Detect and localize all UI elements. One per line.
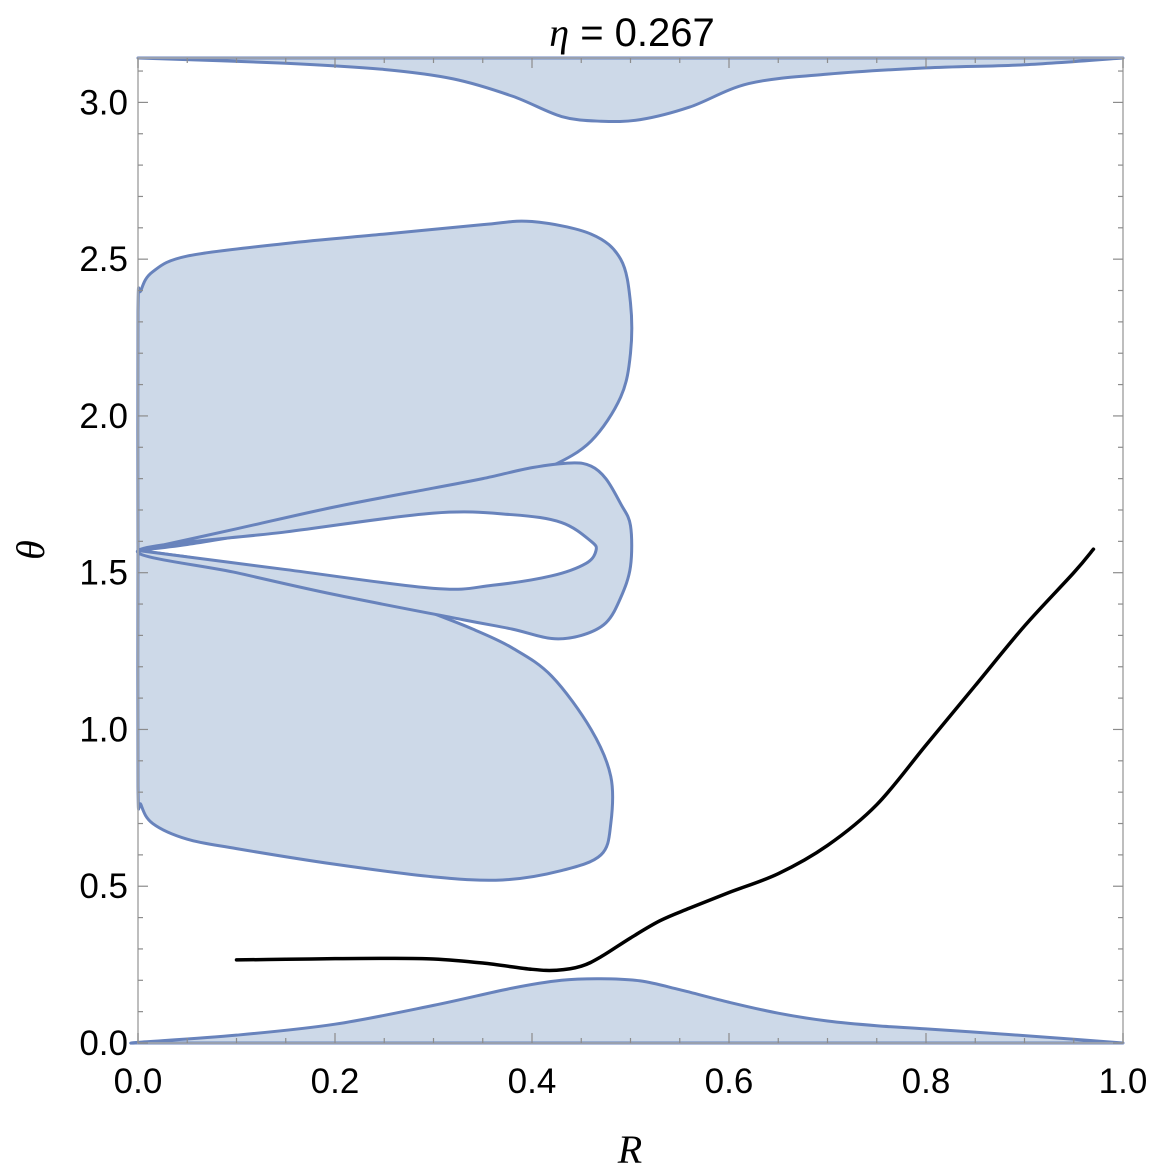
y-tick-label: 0.5 [79,867,128,906]
y-tick-label: 3.0 [79,83,128,122]
y-tick-label: 2.5 [79,240,128,279]
x-tick-label: 0.8 [902,1062,951,1101]
x-tick-label: 1.0 [1099,1062,1148,1101]
curve-layer [234,547,1096,973]
region-top-band [136,56,1125,124]
x-tick-label: 0.6 [705,1062,754,1101]
y-tick-label: 1.5 [79,554,128,593]
region-bottom-band [129,977,1125,1045]
regions-layer [129,56,1125,1045]
x-tick-label: 0.0 [114,1062,163,1101]
y-tick-label: 0.0 [79,1024,128,1063]
chart-title: η = 0.267 [549,10,715,55]
series-line-0 [234,547,1096,973]
y-tick-labels: 0.0 0.5 1.0 1.5 2.0 2.5 3.0 [79,83,128,1063]
y-tick-label: 1.0 [79,710,128,749]
y-axis-label: θ [8,540,53,560]
x-tick-labels: 0.0 0.2 0.4 0.6 0.8 1.0 [114,1062,1148,1101]
title-symbol: η [549,10,569,55]
y-tick-label: 2.0 [79,397,128,436]
ticks-layer [137,58,1124,1044]
x-axis-label: R [617,1127,642,1172]
region-middle-ring [136,461,634,641]
x-tick-label: 0.2 [311,1062,360,1101]
x-tick-label: 0.4 [508,1062,557,1101]
title-value: = 0.267 [569,11,715,55]
